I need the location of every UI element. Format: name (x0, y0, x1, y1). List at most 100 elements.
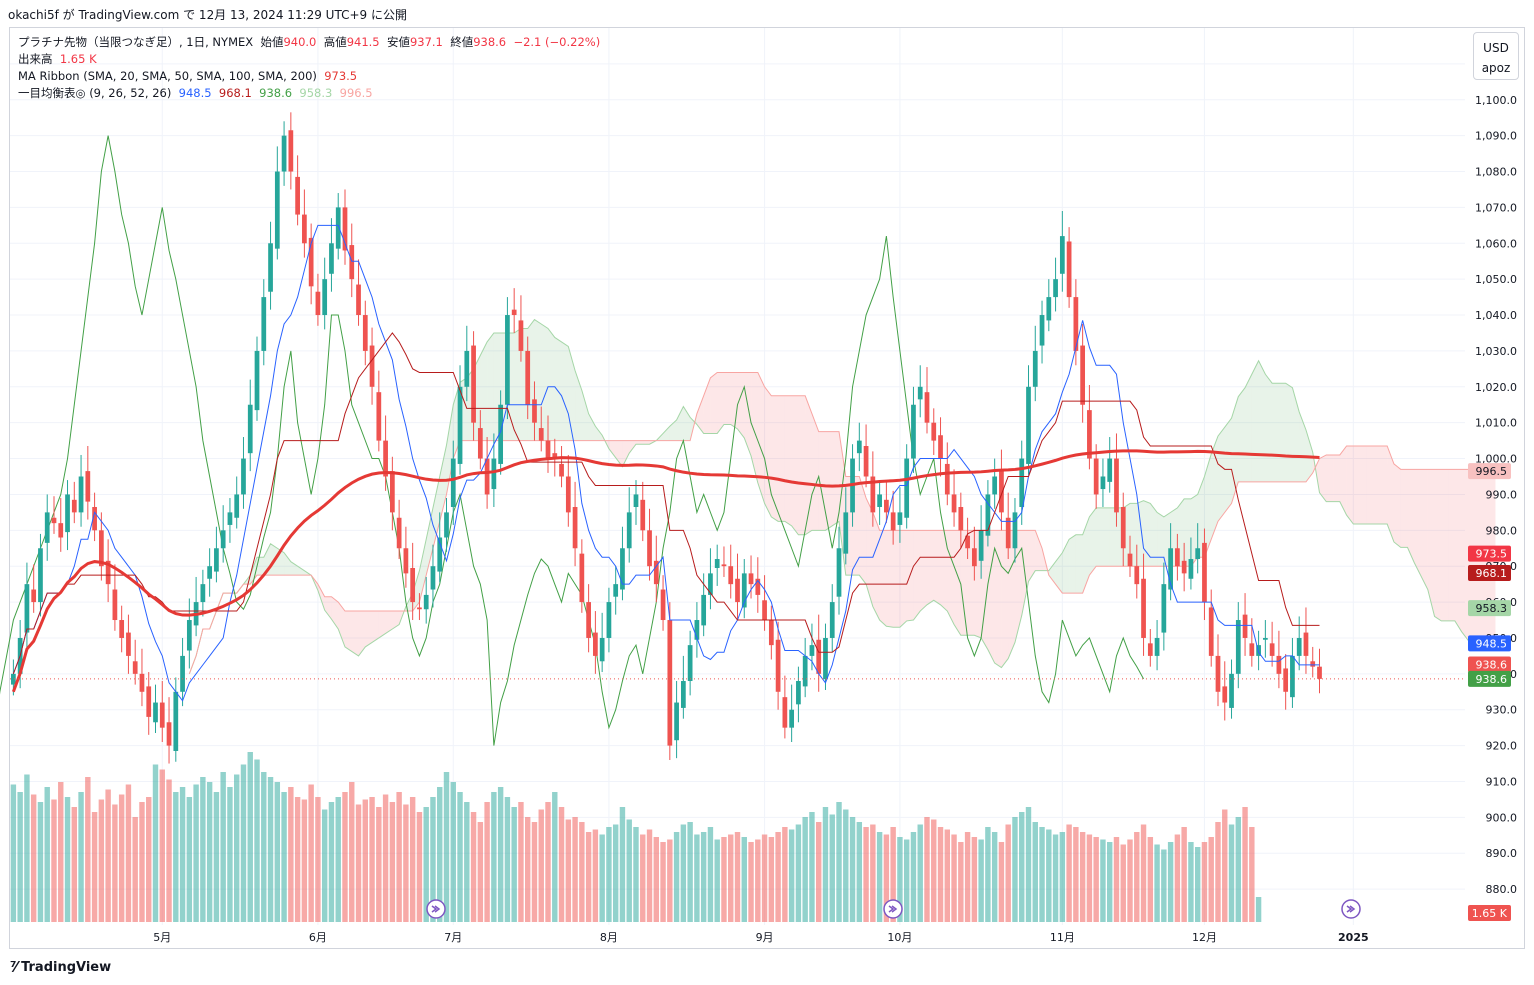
candle-body[interactable] (1215, 655, 1221, 692)
candle-body[interactable] (944, 463, 950, 495)
candle-body[interactable] (863, 446, 869, 477)
candle-body[interactable] (1134, 566, 1140, 585)
volume-bar[interactable] (416, 812, 423, 922)
volume-bar[interactable] (1242, 807, 1248, 922)
volume-bar[interactable] (816, 822, 822, 922)
candle-body[interactable] (694, 620, 700, 640)
candle-body[interactable] (335, 207, 341, 249)
candle-body[interactable] (477, 428, 483, 459)
candle-body[interactable] (1175, 548, 1180, 567)
candle-body[interactable] (65, 494, 70, 533)
candle-body[interactable] (302, 214, 307, 244)
candle-body[interactable] (1235, 620, 1241, 674)
candle-body[interactable] (471, 345, 476, 423)
volume-bar[interactable] (1147, 837, 1154, 922)
volume-bar[interactable] (1215, 822, 1221, 922)
volume-bar[interactable] (829, 814, 835, 923)
candle-body[interactable] (708, 573, 713, 595)
candle-body[interactable] (349, 245, 355, 280)
candle-body[interactable] (1114, 458, 1119, 513)
volume-bar[interactable] (721, 837, 727, 922)
candle-body[interactable] (721, 564, 727, 567)
candle-body[interactable] (126, 632, 131, 656)
volume-bar[interactable] (220, 772, 226, 922)
candle-body[interactable] (403, 548, 409, 574)
volume-bar[interactable] (870, 824, 876, 923)
candle-body[interactable] (613, 584, 619, 597)
candle-body[interactable] (146, 686, 152, 717)
volume-bar[interactable] (1059, 832, 1066, 922)
volume-bar[interactable] (389, 802, 396, 922)
volume-bar[interactable] (281, 792, 287, 922)
candle-body[interactable] (633, 494, 639, 507)
candle-body[interactable] (180, 655, 185, 692)
candle-body[interactable] (362, 315, 368, 351)
volume-bar[interactable] (423, 807, 429, 922)
candle-body[interactable] (538, 428, 544, 441)
candle-body[interactable] (1296, 637, 1302, 656)
candle-body[interactable] (417, 607, 422, 610)
volume-bar[interactable] (1107, 842, 1113, 922)
volume-bar[interactable] (775, 832, 781, 922)
volume-bar[interactable] (1093, 837, 1099, 922)
candle-body[interactable] (741, 573, 747, 608)
candle-body[interactable] (836, 548, 842, 597)
candle-body[interactable] (755, 578, 761, 595)
volume-bar[interactable] (768, 837, 775, 922)
tradingview-footer[interactable]: ⁷⁄ TradingView (10, 958, 111, 976)
volume-bar[interactable] (788, 829, 795, 923)
candle-body[interactable] (1195, 548, 1201, 560)
candle-body[interactable] (545, 440, 551, 459)
volume-bar[interactable] (409, 797, 416, 922)
candle-body[interactable] (139, 673, 145, 692)
candle-body[interactable] (1229, 673, 1234, 708)
volume-bar[interactable] (98, 799, 105, 923)
volume-bar[interactable] (755, 839, 761, 923)
candle-body[interactable] (1107, 458, 1113, 482)
volume-bar[interactable] (1188, 842, 1194, 922)
candle-body[interactable] (491, 458, 497, 490)
volume-bar[interactable] (849, 817, 856, 922)
candle-body[interactable] (762, 600, 767, 621)
volume-bar[interactable] (795, 824, 802, 923)
candle-body[interactable] (768, 620, 774, 646)
candle-body[interactable] (728, 566, 734, 585)
volume-bar[interactable] (761, 834, 768, 923)
candle-body[interactable] (829, 602, 835, 638)
volume-bar[interactable] (1249, 827, 1255, 922)
volume-bar[interactable] (1235, 817, 1241, 922)
candle-body[interactable] (674, 702, 679, 741)
volume-bar[interactable] (139, 802, 145, 922)
volume-bar[interactable] (497, 787, 504, 922)
candle-body[interactable] (985, 494, 991, 536)
candle-body[interactable] (1262, 637, 1268, 640)
volume-bar[interactable] (44, 787, 50, 922)
volume-bar[interactable] (640, 834, 646, 923)
volume-bar[interactable] (1120, 844, 1126, 923)
candle-body[interactable] (444, 512, 449, 538)
volume-bar[interactable] (606, 827, 612, 922)
candle-body[interactable] (1310, 661, 1316, 667)
volume-bar[interactable] (362, 799, 368, 923)
volume-bar[interactable] (179, 787, 186, 922)
volume-bar[interactable] (146, 797, 152, 922)
volume-bar[interactable] (876, 832, 883, 922)
volume-bar[interactable] (132, 817, 138, 922)
candle-body[interactable] (1242, 614, 1248, 638)
volume-bar[interactable] (673, 832, 680, 922)
volume-bar[interactable] (37, 802, 44, 922)
candle-body[interactable] (369, 345, 375, 387)
volume-bar[interactable] (836, 802, 842, 922)
volume-bar[interactable] (112, 804, 118, 923)
volume-bar[interactable] (856, 822, 863, 922)
volume-bar[interactable] (64, 797, 71, 922)
volume-bar[interactable] (937, 827, 944, 922)
tenkan-sen-line[interactable] (12, 224, 1320, 702)
volume-bar[interactable] (728, 834, 734, 923)
candle-body[interactable] (356, 284, 361, 316)
candle-body[interactable] (98, 530, 104, 567)
volume-bar[interactable] (1194, 847, 1201, 922)
volume-bar[interactable] (917, 824, 923, 923)
volume-bar[interactable] (883, 834, 890, 923)
candle-body[interactable] (200, 584, 206, 603)
